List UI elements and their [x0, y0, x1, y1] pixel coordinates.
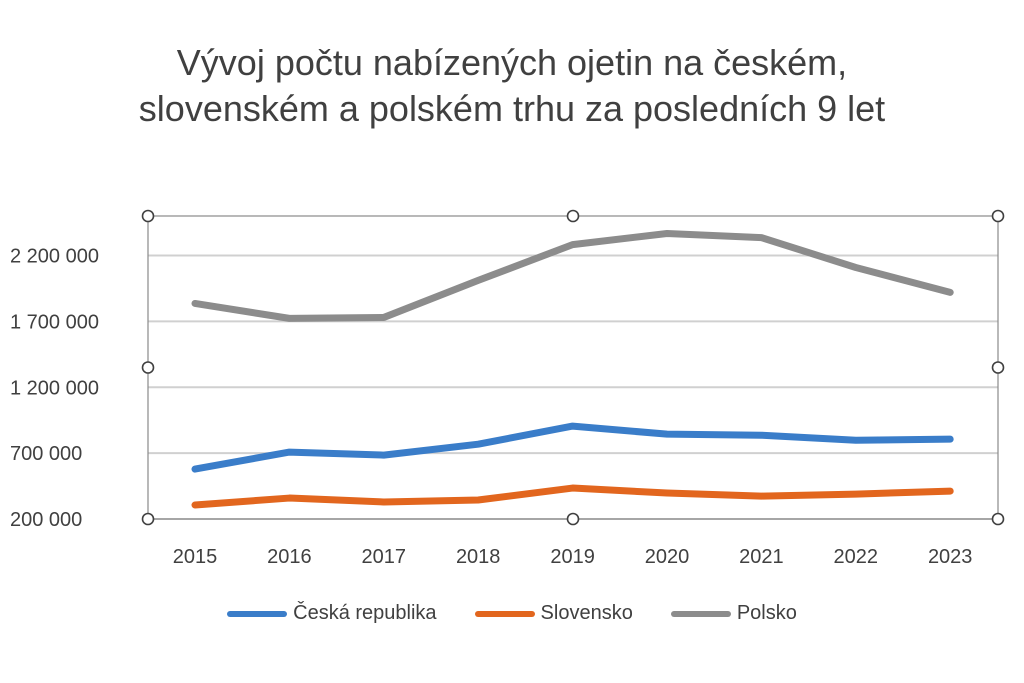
series-line-slovensko	[191, 484, 954, 509]
legend-swatch	[474, 610, 535, 617]
legend-label: Polsko	[736, 602, 797, 624]
x-tick-label: 2023	[928, 546, 973, 568]
resize-handle[interactable]	[991, 361, 1005, 374]
y-tick-label: 700 000	[10, 443, 82, 465]
y-tick-label: 2 200 000	[10, 246, 99, 268]
y-tick-label: 1 200 000	[10, 377, 99, 399]
legend-swatch	[227, 610, 288, 617]
y-tick-label: 1 700 000	[10, 311, 99, 333]
plot-area-selection-frame	[147, 215, 999, 520]
resize-handle[interactable]	[566, 512, 580, 526]
resize-handle[interactable]	[141, 361, 155, 374]
resize-handle[interactable]	[141, 209, 155, 223]
series-line-polsko	[191, 230, 954, 322]
chart-title: Vývoj počtu nabízených ojetin na českém,…	[0, 40, 1024, 132]
x-tick-label: 2022	[834, 546, 879, 568]
resize-handle[interactable]	[141, 512, 155, 526]
resize-handle[interactable]	[991, 209, 1005, 223]
x-tick-label: 2021	[739, 546, 784, 568]
resize-handle[interactable]	[566, 209, 580, 223]
x-tick-label: 2016	[267, 546, 312, 568]
legend-swatch	[670, 610, 731, 617]
chart-title-line-1: Vývoj počtu nabízených ojetin na českém,	[176, 42, 848, 83]
x-tick-label: 2018	[456, 546, 501, 568]
legend-label: Česká republika	[293, 602, 437, 624]
legend: Česká republika Slovensko Polsko	[0, 602, 1024, 625]
legend-label: Slovensko	[540, 602, 633, 624]
x-tick-label: 2015	[173, 546, 218, 568]
chart-title-line-2: slovenském a polském trhu za posledních …	[138, 88, 886, 129]
x-tick-label: 2020	[645, 546, 690, 568]
resize-handle[interactable]	[991, 512, 1005, 526]
series-line-česká-republika	[191, 422, 954, 473]
x-tick-label: 2017	[362, 546, 407, 568]
y-tick-label: 200 000	[10, 509, 82, 531]
legend-item: Slovensko	[474, 602, 633, 625]
legend-item: Česká republika	[227, 602, 437, 625]
x-tick-label: 2019	[550, 546, 595, 568]
legend-item: Polsko	[670, 602, 797, 625]
